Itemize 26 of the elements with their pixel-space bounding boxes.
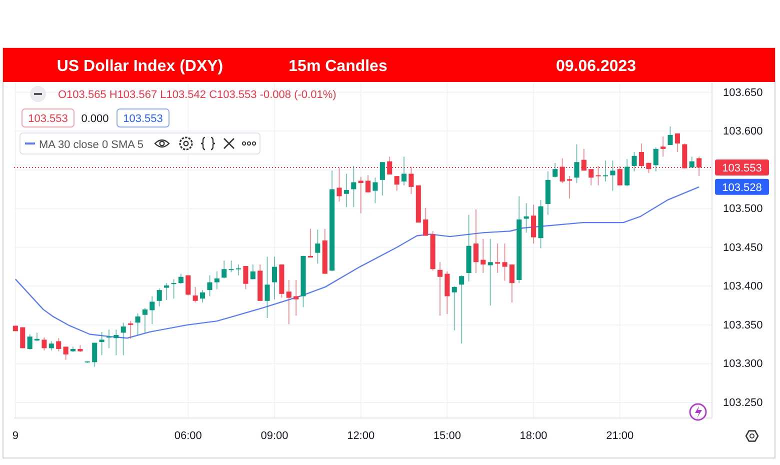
annotation: O103.565 H103.567 L103.542 C103.553 -0.008 (-0.01%) (58, 89, 336, 101)
x-tick-label: 9 (12, 430, 18, 442)
y-tick-label: 103.650 (723, 86, 763, 99)
x-tick-label: 12:00 (347, 430, 375, 442)
line-series (14, 186, 700, 339)
legend-label: MA 30 close 0 SMA 5 (39, 139, 144, 151)
y-tick-label: 103.450 (723, 242, 763, 254)
y-tick-label: 103.500 (723, 203, 763, 216)
x-tick-label: 18:00 (520, 430, 548, 442)
annotation: 103.553 (28, 113, 68, 125)
chart-title: US Dollar Index (DXY) (56, 58, 224, 75)
text: 09.06.2023 (556, 58, 636, 75)
x-tick-label: 06:00 (174, 430, 202, 442)
text: 103.528 (722, 182, 762, 194)
x-tick-label: 09:00 (260, 430, 288, 442)
y-tick-label: 103.600 (723, 126, 763, 138)
annotation: 103.553 (123, 113, 163, 125)
chart-subtitle: 15m Candles (288, 58, 388, 75)
annotation: 0.000 (81, 113, 109, 125)
y-tick-label: 103.250 (723, 397, 763, 410)
ref-line-label: 103.553 (722, 162, 762, 175)
y-tick-label: 103.400 (723, 280, 763, 293)
y-tick-label: 103.300 (723, 358, 763, 370)
x-tick-label: 21:00 (606, 430, 634, 442)
y-tick-label: 103.350 (723, 319, 763, 332)
x-tick-label: 15:00 (433, 430, 461, 442)
